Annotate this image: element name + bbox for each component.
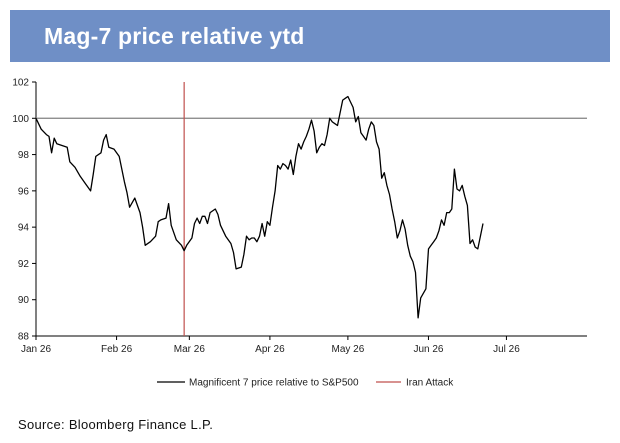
x-tick-label: Feb 26 [101,344,133,355]
x-tick-label: May 26 [331,344,364,355]
y-tick-label: 90 [18,295,30,306]
y-tick-label: 98 [18,150,30,161]
source-note: Source: Bloomberg Finance L.P. [18,417,214,432]
y-tick-label: 92 [18,259,30,270]
y-tick-label: 94 [18,223,30,234]
series-line-mag7-relative [35,95,484,319]
y-tick-label: 102 [12,78,29,89]
x-tick-label: Mar 26 [174,344,206,355]
x-tick-label: Jul 26 [493,344,520,355]
legend-label-mag7: Magnificent 7 price relative to S&P500 [189,378,359,389]
chart-title: Mag-7 price relative ytd [44,22,305,49]
y-tick-label: 96 [18,186,30,197]
x-tick-label: Jun 26 [413,344,443,355]
legend-label-iran-attack: Iran Attack [406,378,454,389]
y-tick-label: 100 [12,114,29,125]
chart-title-banner: Mag-7 price relative ytd [10,10,610,62]
x-tick-label: Apr 26 [255,344,285,355]
x-tick-label: Jan 26 [21,344,51,355]
y-tick-label: 88 [18,332,30,343]
